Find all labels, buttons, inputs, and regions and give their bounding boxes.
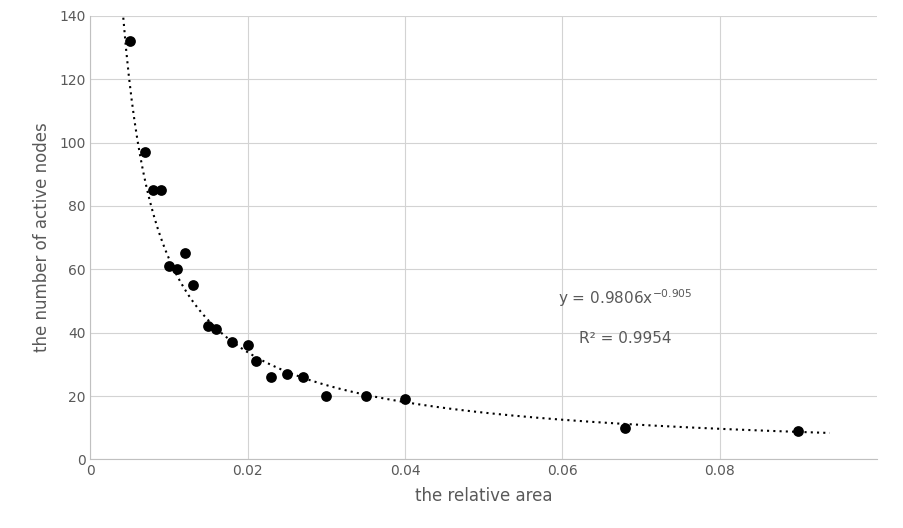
Point [138,148,153,156]
Point [295,373,310,381]
Point [248,357,263,365]
Point [397,395,412,403]
Point [146,186,161,194]
Point [162,262,176,270]
X-axis label: the relative area: the relative area [414,487,552,505]
Point [358,392,373,400]
Point [225,338,239,346]
Point [170,265,184,274]
Text: y = 0.9806x$^{-0.905}$: y = 0.9806x$^{-0.905}$ [557,287,692,309]
Point [185,281,200,289]
Text: R² = 0.9954: R² = 0.9954 [578,332,671,346]
Point [280,370,294,378]
Y-axis label: the number of active nodes: the number of active nodes [33,122,51,353]
Point [264,373,278,381]
Point [240,341,255,350]
Point [200,322,215,331]
Point [790,427,805,435]
Point [618,423,632,432]
Point [177,249,191,258]
Point [123,37,137,45]
Point [209,325,223,334]
Point [319,392,333,400]
Point [154,186,168,194]
